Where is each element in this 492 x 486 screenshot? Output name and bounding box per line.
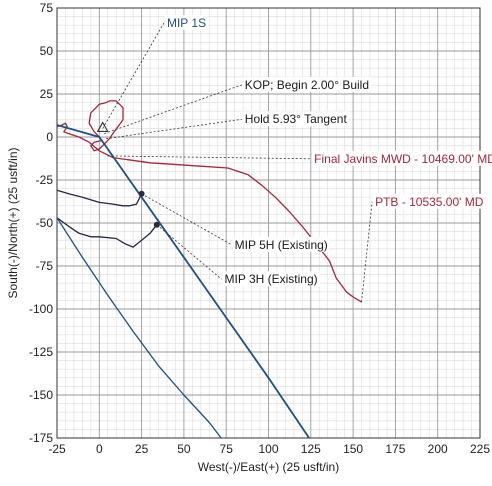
y-axis-label: South(-)/North(+) (25 usft/in) bbox=[6, 147, 20, 298]
series-lower-offset bbox=[56, 217, 222, 439]
x-tick-label: -25 bbox=[48, 442, 66, 456]
annotation-layer: MIP 1S KOP; Begin 2.00° Build Hold 5.93° T… bbox=[164, 14, 492, 287]
leader-kop bbox=[104, 84, 242, 134]
annotation-hold: Hold 5.93° Tangent bbox=[245, 112, 348, 126]
annotation-ptb: PTB - 10535.00' MD bbox=[375, 195, 484, 209]
y-tick-label: 75 bbox=[40, 1, 54, 15]
series-layer bbox=[56, 100, 362, 439]
annotation-background bbox=[373, 193, 486, 209]
y-tick-label: 0 bbox=[46, 130, 53, 144]
point-surface-marker bbox=[96, 121, 109, 132]
y-tick-label: 50 bbox=[40, 44, 54, 58]
leader-final-javins bbox=[107, 155, 312, 160]
series-plan-tangent bbox=[56, 124, 310, 439]
y-tick-label: -50 bbox=[36, 216, 54, 230]
series-mip-3h bbox=[56, 217, 158, 248]
annotation-background bbox=[232, 236, 330, 252]
x-tick-label: 100 bbox=[258, 442, 278, 456]
x-tick-label: 225 bbox=[470, 442, 490, 456]
x-tick-label: 150 bbox=[343, 442, 363, 456]
x-tick-label: 125 bbox=[301, 442, 321, 456]
annotation-mip-5h: MIP 5H (Existing) bbox=[235, 238, 328, 252]
point-mip3h-marker bbox=[153, 221, 160, 228]
series-final-javins bbox=[56, 122, 362, 303]
annotation-mip-1s: MIP 1S bbox=[167, 16, 206, 30]
annotation-background bbox=[312, 150, 492, 166]
y-tick-label: -125 bbox=[29, 345, 53, 359]
annotation-final-javins: Final Javins MWD - 10469.00' MD bbox=[314, 152, 492, 166]
annotation-kop: KOP; Begin 2.00° Build bbox=[245, 78, 369, 92]
plot-frame bbox=[56, 7, 481, 439]
y-tick-label: -25 bbox=[36, 173, 54, 187]
series-mip-5h bbox=[56, 189, 143, 207]
annotation-background bbox=[164, 14, 209, 30]
annotation-background bbox=[222, 271, 320, 287]
leader-layer bbox=[102, 22, 373, 303]
annotation-background bbox=[242, 111, 349, 127]
leader-mip-1s bbox=[102, 22, 165, 129]
y-tick-label: -75 bbox=[36, 259, 54, 273]
x-tick-label: 75 bbox=[220, 442, 234, 456]
y-tick-label: -150 bbox=[29, 388, 53, 402]
leader-hold bbox=[106, 118, 242, 140]
x-axis-label: West(-)/East(+) (25 usft/in) bbox=[198, 460, 339, 474]
leader-mip-5h bbox=[141, 193, 232, 246]
x-tick-label: 0 bbox=[96, 442, 103, 456]
y-tick-label: 25 bbox=[40, 87, 54, 101]
x-tick-label: 175 bbox=[385, 442, 405, 456]
annotation-background bbox=[242, 76, 372, 92]
x-tick-label: 200 bbox=[428, 442, 448, 456]
point-layer bbox=[96, 121, 160, 228]
y-tick-label: -100 bbox=[29, 302, 53, 316]
point-mip5h-marker bbox=[138, 190, 145, 197]
series-wellhead-loop bbox=[88, 100, 124, 152]
x-tick-label: 50 bbox=[177, 442, 191, 456]
y-tick-label: -175 bbox=[29, 431, 53, 445]
x-tick-label: 25 bbox=[135, 442, 149, 456]
y-tick-labels: 75 50 25 0 -25 -50 -75 -100 -125 -150 -175 bbox=[29, 1, 53, 445]
leader-ptb bbox=[361, 201, 373, 303]
annotation-mip-3h: MIP 3H (Existing) bbox=[225, 272, 318, 286]
x-tick-labels: -25 0 25 50 75 100 125 150 175 200 225 bbox=[48, 442, 490, 456]
